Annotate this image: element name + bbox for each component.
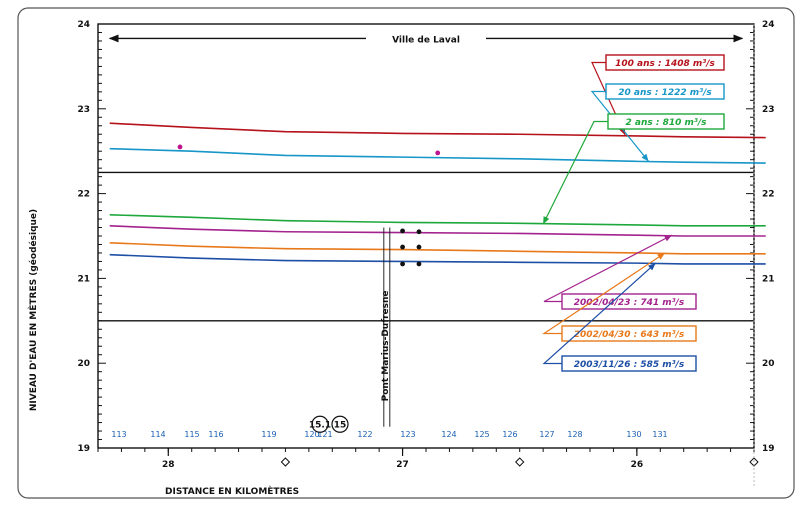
legend-text-2: 2 ans : 810 m³/s [626,118,708,128]
x-diamond-marker [280,457,291,467]
series-1-line [109,147,766,164]
series-0-line [109,122,766,139]
station-label: 128 [567,430,582,439]
legend-arrowhead-4 [657,252,665,260]
legend-arrowhead-2 [543,216,550,225]
observation-point [400,261,405,267]
legend-arrowhead-5 [648,263,656,271]
series-2-line [109,214,766,227]
y-tick-label-right: 21 [762,274,775,284]
x-tick-label: 26 [631,460,644,470]
y-tick-label-left: 24 [77,20,90,30]
station-label: 121 [317,430,332,439]
section-separators [98,171,754,322]
observation-point [177,144,183,150]
x-tick-label: 27 [396,460,409,470]
station-label: 123 [400,430,415,439]
observation-point [400,228,405,234]
legend-pointer-4 [542,252,666,335]
station-label: 130 [626,430,641,439]
y-tick-label-left: 21 [77,274,90,284]
x-axis-label: DISTANCE EN KILOMÈTRES [165,485,299,497]
series-5-line [109,253,766,265]
y-axis-left: 19 20 21 22 23 24 [77,20,106,454]
station-label: 124 [441,430,456,439]
station-label: 119 [261,430,276,439]
y-tick-label-left: 22 [77,190,90,200]
legend-pointer-3 [543,234,673,303]
station-label: 116 [208,430,223,439]
station-circle-label: 15 [334,420,347,430]
series-4-line [109,241,766,255]
observation-point [416,244,422,250]
header-label: Ville de Laval [392,35,460,45]
station-circle [311,415,329,433]
y-tick-label-right: 22 [762,190,775,200]
station-label: 126 [502,430,517,439]
x-axis: 28 27 26 [97,24,759,488]
y-tick-label-left: 20 [77,359,90,369]
legend-text-3: 2002/04/23 : 741 m³/s [574,298,685,308]
station-label: 120 [304,430,319,439]
legend-pointer-5 [542,262,657,365]
y-tick-label-right: 23 [762,105,775,115]
station-label: 113 [111,430,126,439]
page-frame [17,7,795,499]
observation-point [416,229,422,235]
legend: 100 ans : 1408 m³/s 20 ans : 1222 m³/s 2 a… [542,54,725,372]
observation-point [400,244,405,250]
station-label: 122 [357,430,372,439]
bridge-annotation: Pont Marius-Dufresne [381,227,391,427]
legend-text-5: 2003/11/26 : 585 m³/s [574,360,685,370]
legend-text-1: 20 ans : 1222 m³/s [618,88,712,98]
legend-pointer-1 [590,90,650,162]
station-label: 114 [150,430,165,439]
station-label: 127 [539,430,554,439]
x-diamond-marker [515,457,525,467]
legend-text-4: 2002/04/30 : 643 m³/s [574,330,685,340]
series-lines [109,122,766,265]
y-tick-label-right: 24 [762,20,775,30]
station-label: 131 [652,430,667,439]
y-tick-label-right: 19 [762,444,775,454]
bridge-label: Pont Marius-Dufresne [381,290,391,401]
observation-points [177,144,441,267]
y-tick-label-right: 20 [762,359,775,369]
station-label: 115 [184,430,199,439]
y-axis-label: NIVEAU D'EAU EN MÈTRES (géodésique) [27,209,39,411]
y-tick-label-left: 23 [77,105,90,115]
observation-point [416,261,422,267]
y-tick-label-left: 19 [77,444,90,454]
station-circle-label: 15.1 [309,420,331,430]
station-circle [331,415,349,433]
legend-arrowhead-3 [664,235,672,242]
y-axis-right: 19 20 21 22 23 24 [746,20,775,454]
legend-pointer-2 [542,120,608,225]
header-annotation: Ville de Laval [108,34,744,45]
series-3-line [109,225,766,237]
station-label: 125 [474,430,489,439]
legend-pointer-0 [591,61,626,136]
legend-text-0: 100 ans : 1408 m³/s [615,59,715,69]
x-tick-label: 28 [162,460,175,470]
observation-point [435,150,441,156]
legend-arrowhead-1 [641,153,649,162]
